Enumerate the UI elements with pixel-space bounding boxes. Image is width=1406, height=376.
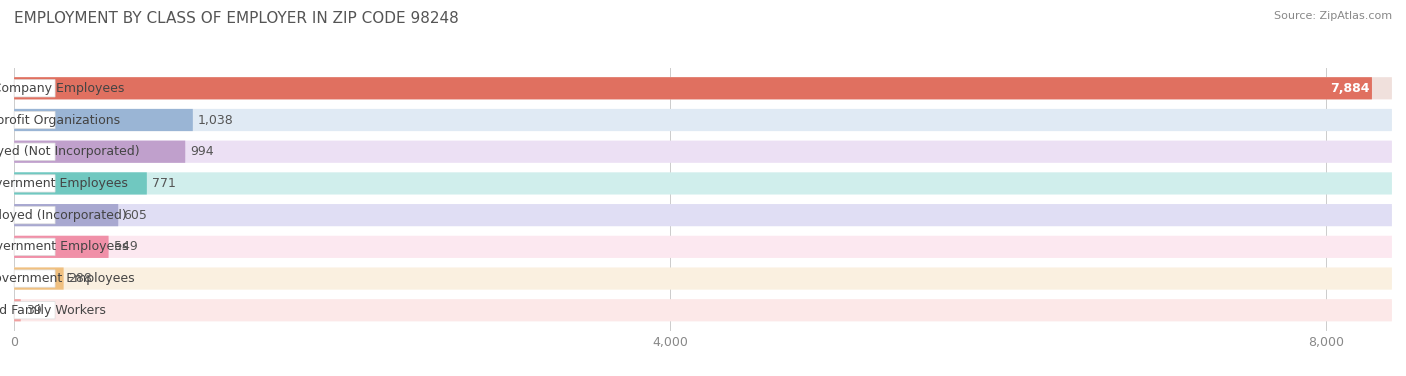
Text: Self-Employed (Incorporated): Self-Employed (Incorporated)	[0, 209, 127, 221]
FancyBboxPatch shape	[14, 204, 118, 226]
FancyBboxPatch shape	[14, 141, 1392, 163]
FancyBboxPatch shape	[14, 299, 1392, 321]
Text: 994: 994	[190, 145, 214, 158]
FancyBboxPatch shape	[14, 143, 55, 161]
FancyBboxPatch shape	[14, 238, 55, 256]
Text: Private Company Employees: Private Company Employees	[0, 82, 124, 95]
Text: 549: 549	[114, 240, 138, 253]
FancyBboxPatch shape	[14, 206, 55, 224]
FancyBboxPatch shape	[14, 141, 186, 163]
Text: Not-for-profit Organizations: Not-for-profit Organizations	[0, 114, 120, 126]
FancyBboxPatch shape	[14, 172, 1392, 194]
Text: Unpaid Family Workers: Unpaid Family Workers	[0, 304, 105, 317]
Text: Local Government Employees: Local Government Employees	[0, 177, 128, 190]
Text: 7,884: 7,884	[1330, 82, 1369, 95]
Text: 605: 605	[124, 209, 148, 221]
FancyBboxPatch shape	[14, 175, 55, 192]
FancyBboxPatch shape	[14, 267, 1392, 290]
FancyBboxPatch shape	[14, 299, 21, 321]
FancyBboxPatch shape	[14, 77, 1372, 99]
Text: Source: ZipAtlas.com: Source: ZipAtlas.com	[1274, 11, 1392, 21]
FancyBboxPatch shape	[14, 109, 1392, 131]
Text: Federal Government Employees: Federal Government Employees	[0, 272, 135, 285]
FancyBboxPatch shape	[14, 236, 1392, 258]
FancyBboxPatch shape	[14, 77, 1392, 99]
FancyBboxPatch shape	[14, 270, 55, 287]
Text: 771: 771	[152, 177, 176, 190]
Text: Self-Employed (Not Incorporated): Self-Employed (Not Incorporated)	[0, 145, 139, 158]
FancyBboxPatch shape	[14, 204, 1392, 226]
FancyBboxPatch shape	[14, 172, 146, 194]
FancyBboxPatch shape	[14, 236, 108, 258]
FancyBboxPatch shape	[14, 267, 63, 290]
FancyBboxPatch shape	[14, 302, 55, 319]
Text: 39: 39	[25, 304, 41, 317]
Text: 1,038: 1,038	[198, 114, 233, 126]
FancyBboxPatch shape	[14, 80, 55, 97]
Text: 288: 288	[69, 272, 93, 285]
Text: EMPLOYMENT BY CLASS OF EMPLOYER IN ZIP CODE 98248: EMPLOYMENT BY CLASS OF EMPLOYER IN ZIP C…	[14, 11, 458, 26]
FancyBboxPatch shape	[14, 109, 193, 131]
FancyBboxPatch shape	[14, 111, 55, 129]
Text: State Government Employees: State Government Employees	[0, 240, 128, 253]
